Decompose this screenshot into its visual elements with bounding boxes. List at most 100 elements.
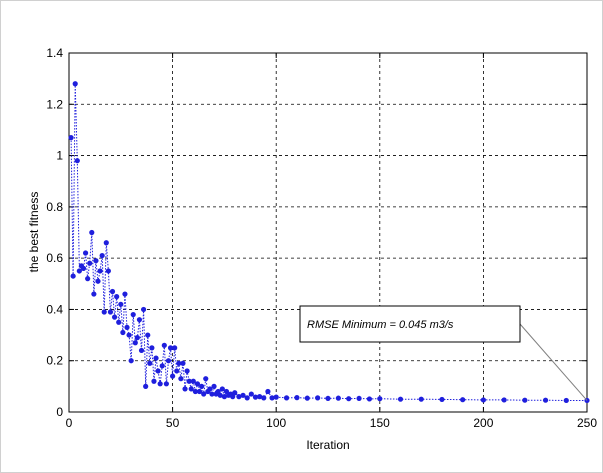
data-point xyxy=(114,294,120,300)
data-point xyxy=(196,388,203,395)
y-tick-label: 1.2 xyxy=(46,97,63,111)
x-tick-label: 0 xyxy=(66,416,73,430)
data-point xyxy=(232,390,238,396)
data-point xyxy=(93,258,99,264)
data-point xyxy=(99,252,105,259)
plot-area xyxy=(69,53,587,412)
data-point xyxy=(111,314,118,320)
data-point xyxy=(192,388,198,395)
data-point xyxy=(165,358,172,364)
data-point xyxy=(269,395,275,401)
data-point xyxy=(140,306,147,313)
data-point xyxy=(542,397,549,403)
data-point xyxy=(215,388,221,395)
data-point xyxy=(120,329,126,336)
data-point xyxy=(460,397,466,403)
y-tick-label: 1.4 xyxy=(46,46,63,60)
y-tick-label: 0 xyxy=(56,405,63,419)
data-point xyxy=(159,363,165,369)
data-point xyxy=(265,388,271,395)
data-point xyxy=(103,240,109,246)
data-point xyxy=(217,392,223,398)
data-point xyxy=(82,250,89,256)
data-point xyxy=(522,397,528,403)
plot-border xyxy=(68,52,588,413)
y-tick-label: 0.8 xyxy=(46,200,63,214)
y-tick-label: 1 xyxy=(56,149,63,163)
data-point xyxy=(130,311,136,318)
data-point xyxy=(480,397,486,403)
data-point xyxy=(178,376,184,382)
data-point xyxy=(163,381,169,387)
data-point xyxy=(335,395,341,401)
data-point xyxy=(366,396,373,402)
data-point xyxy=(172,345,178,351)
data-point xyxy=(72,81,78,87)
x-tick-label: 200 xyxy=(473,416,493,430)
data-point xyxy=(194,381,201,387)
data-point xyxy=(167,345,174,351)
data-point xyxy=(157,381,163,387)
data-point xyxy=(248,391,254,397)
data-point xyxy=(116,319,122,325)
y-tick-label: 0.4 xyxy=(46,302,63,316)
data-point xyxy=(223,388,230,395)
y-tick-label: 0.2 xyxy=(46,354,63,368)
data-point xyxy=(145,332,151,338)
data-point xyxy=(151,378,157,384)
x-tick-label: 100 xyxy=(266,416,286,430)
data-point xyxy=(132,340,138,346)
data-point xyxy=(147,360,153,366)
series-markers xyxy=(68,81,590,404)
data-point xyxy=(418,396,424,402)
y-tick-label: 0.6 xyxy=(46,251,63,265)
data-point xyxy=(325,395,331,402)
data-point xyxy=(149,345,155,351)
data-point xyxy=(134,335,140,341)
data-point xyxy=(128,358,134,364)
data-point xyxy=(105,268,111,274)
data-point xyxy=(439,396,445,403)
data-point xyxy=(161,342,167,348)
data-point xyxy=(563,397,569,404)
annotation-pointer xyxy=(519,323,588,401)
data-point xyxy=(180,360,186,366)
data-point xyxy=(143,383,149,389)
data-point xyxy=(109,288,116,295)
data-point xyxy=(107,309,114,315)
data-point xyxy=(209,391,215,397)
data-point xyxy=(70,273,76,279)
data-point xyxy=(76,268,82,274)
data-point xyxy=(377,396,383,402)
annotation-text: RMSE Minimum = 0.045 m3/s xyxy=(307,319,454,331)
data-point xyxy=(138,347,145,354)
data-point xyxy=(236,394,242,400)
data-point xyxy=(80,265,87,271)
data-point xyxy=(315,395,321,401)
data-point xyxy=(124,324,130,330)
data-point xyxy=(294,395,300,401)
data-point xyxy=(207,386,213,392)
data-point xyxy=(136,317,143,323)
x-axis-label: Iteration xyxy=(306,438,349,452)
data-point xyxy=(273,394,279,400)
data-point xyxy=(89,229,95,236)
data-point xyxy=(182,386,188,392)
data-point xyxy=(203,376,209,382)
data-point xyxy=(356,395,362,402)
data-point xyxy=(126,332,132,338)
data-point xyxy=(118,301,124,307)
data-point xyxy=(219,386,225,392)
data-point xyxy=(101,309,107,315)
data-point xyxy=(244,395,250,401)
x-tick-label: 150 xyxy=(370,416,390,430)
data-point xyxy=(122,291,128,297)
data-point xyxy=(211,383,217,389)
data-point xyxy=(95,278,101,284)
data-point xyxy=(261,395,267,401)
data-point xyxy=(230,394,236,400)
data-point xyxy=(283,395,290,401)
data-point xyxy=(186,378,192,384)
data-point xyxy=(397,396,404,402)
